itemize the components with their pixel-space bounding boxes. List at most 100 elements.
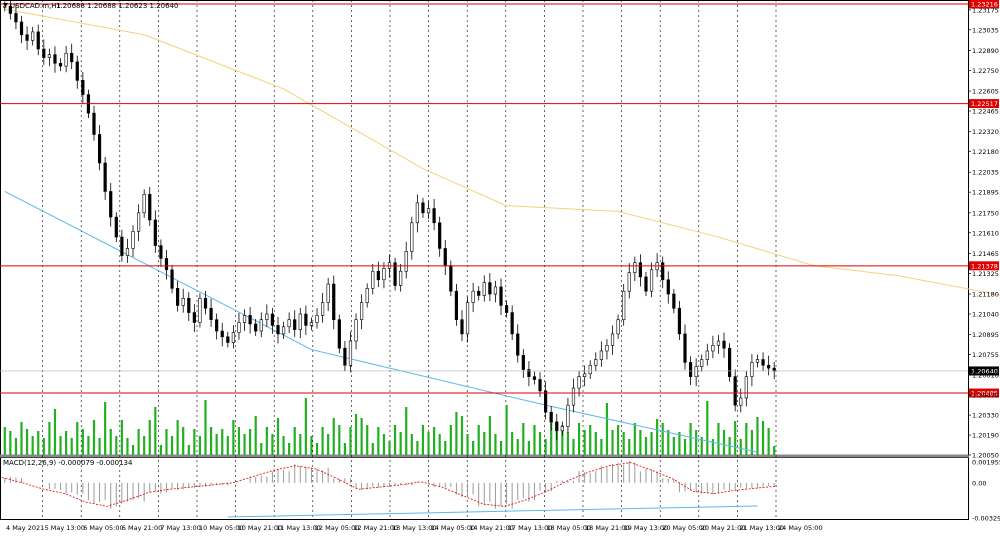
time-tick-label: 14 May 21:00 [469,524,514,532]
time-tick-label: 20 May 05:00 [662,524,707,532]
volume-bar [494,434,497,455]
candle-body [549,411,553,423]
candle-body [661,262,665,281]
candle-body [683,333,687,363]
current-price-badge [969,366,999,376]
candle-body [711,345,715,352]
volume-bar [483,432,486,455]
volume-bar [421,425,425,455]
price-tick-label: 1.22320 [972,128,999,136]
candle-body [404,250,408,272]
collapse-arrow-icon[interactable] [3,3,8,7]
time-tick-label: 14 May 05:00 [431,524,476,532]
candle-body [688,362,693,377]
volume-bar [249,429,252,455]
macd-tick-label: 0.00 [972,479,986,487]
macd-signal-line [1,462,778,507]
candle-body [332,283,336,320]
candle-body [583,373,587,377]
price-tick-label: 1.22605 [972,88,999,96]
candle-body [755,359,760,363]
level-badge [969,99,999,109]
vertical-grid [42,0,777,520]
volume-bar [204,400,207,455]
volume-bar [159,445,163,455]
candle-body [421,202,425,214]
volume-bar [433,427,436,455]
volume-bar [750,430,754,455]
candle-body [58,62,63,67]
volume-bar [672,437,675,455]
candle-body [449,265,453,292]
candle-body [728,347,732,377]
candle-body [92,112,96,135]
volume-bar [310,436,313,455]
volume-bar [667,430,670,455]
candle-body [399,270,403,286]
candle-body [265,313,269,320]
volume-bar [59,436,62,455]
candle-body [365,288,369,303]
volume-bar [187,445,190,455]
volume-bar [773,446,776,455]
volume-bar [644,437,648,455]
price-tick-label: 1.22465 [972,107,999,115]
volume-bar [706,401,709,455]
price-tick-label: 1.20755 [972,351,999,359]
volume-bar [76,422,79,455]
volume-bar [444,441,447,455]
candle-body [170,269,174,289]
price-axis: 1.23175 1.23035 1.22890 1.22750 1.22605 1.224… [968,6,999,460]
candle-body [248,315,252,325]
volume-bar [639,430,642,455]
volume-bar [226,436,229,455]
candle-body [337,319,341,349]
candle-body [382,268,386,281]
volume-bar [42,438,45,455]
candle-body [31,31,35,41]
price-tick-label: 1.21040 [972,310,999,318]
volume-bar [583,430,586,455]
candle-body [343,347,347,366]
volume-bar [756,417,759,455]
candle-body [571,387,576,406]
level-badge-label: 1.20485 [971,390,998,398]
volume-bar [87,436,90,455]
candle-body [750,362,754,377]
candle-body [555,421,559,432]
volume-bar [215,434,218,455]
volume-bar [410,434,413,455]
candle-body [326,283,330,303]
volume-bar [293,427,296,455]
price-tick-label: 1.20330 [972,412,999,420]
candle-body [622,290,626,320]
candle-body [516,333,520,356]
volume-bar [650,432,653,455]
volume-bar [332,418,335,455]
candle-body [120,236,124,256]
volume-bar [104,402,107,455]
volume-bar [656,419,659,455]
candle-body [125,248,130,256]
candle-body [633,262,637,273]
volume-bar [338,425,341,455]
candle-body [616,319,620,335]
volume-bar [761,421,765,455]
candle-body [672,293,676,309]
candle-body [75,61,79,81]
volume-bar [460,416,464,455]
volume-bar [683,439,687,455]
horizontal-levels[interactable]: 1.23216 1.22517 1.21378 1.20485 1.20640 [0,0,999,398]
price-tick-label: 1.23035 [972,26,999,34]
candle-body [25,34,29,41]
volume-bar [505,405,508,455]
candle-body [148,194,152,221]
candle-body [694,366,698,377]
candle-body [348,340,353,366]
candle-body [131,231,135,249]
candle-body [767,364,771,369]
volume-bar [561,425,564,455]
